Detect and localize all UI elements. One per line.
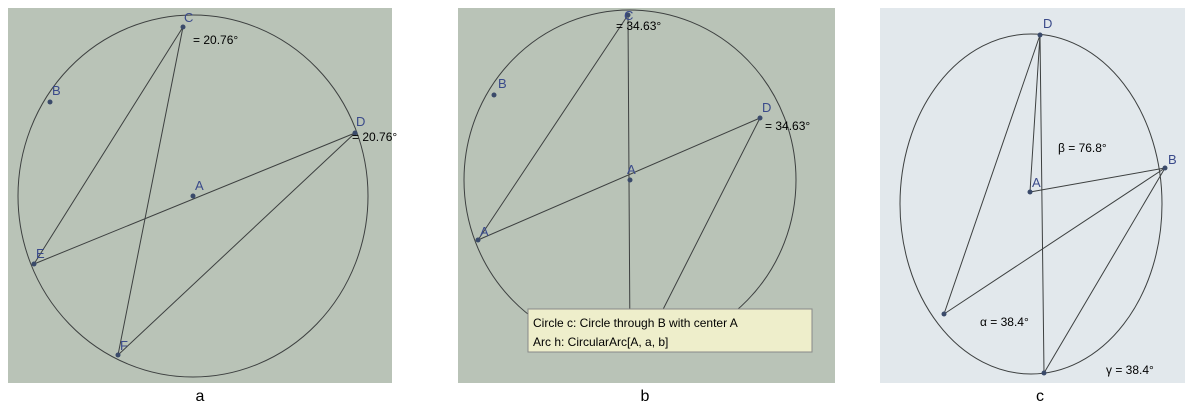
photo-bg (880, 8, 1185, 383)
point-label: E (36, 246, 45, 261)
angle-label: = 34.63° (765, 119, 810, 133)
panel-c: D B A β = 76.8° α = 38.4° γ = 38.4° c (880, 8, 1185, 405)
photo-bg (8, 8, 392, 383)
point-label: B (498, 76, 507, 91)
caption: c (1036, 388, 1044, 405)
point-label: B (52, 83, 61, 98)
point-label: A (195, 178, 204, 193)
point-label: A (627, 162, 636, 177)
point-label: A (1032, 175, 1041, 190)
point-label: D (1043, 16, 1052, 31)
angle-label: γ = 38.4° (1106, 363, 1154, 377)
angle-label: = 34.63° (616, 19, 661, 33)
caption: a (196, 388, 205, 405)
angle-label: = 20.76° (193, 33, 238, 47)
point-label: F (120, 338, 128, 353)
point-label: D (356, 114, 365, 129)
point-label: D (762, 100, 771, 115)
point-label: C (184, 10, 193, 25)
point-label: A (480, 224, 489, 239)
point-label: B (1168, 152, 1177, 167)
figure: C B D A E F = 20.76° = 20.76° a C B D A … (0, 0, 1193, 405)
angle-label: = 20.76° (352, 130, 397, 144)
tooltip-line: Arc h: CircularArc[A, a, b] (533, 335, 668, 349)
angle-label: α = 38.4° (980, 315, 1029, 329)
panel-b: C B D A A = 34.63° = 34.63° Circle c: Ci… (458, 8, 835, 405)
angle-label: β = 76.8° (1058, 141, 1107, 155)
caption: b (641, 388, 650, 405)
tooltip-line: Circle c: Circle through B with center A (533, 316, 738, 330)
panel-a: C B D A E F = 20.76° = 20.76° a (8, 8, 397, 405)
